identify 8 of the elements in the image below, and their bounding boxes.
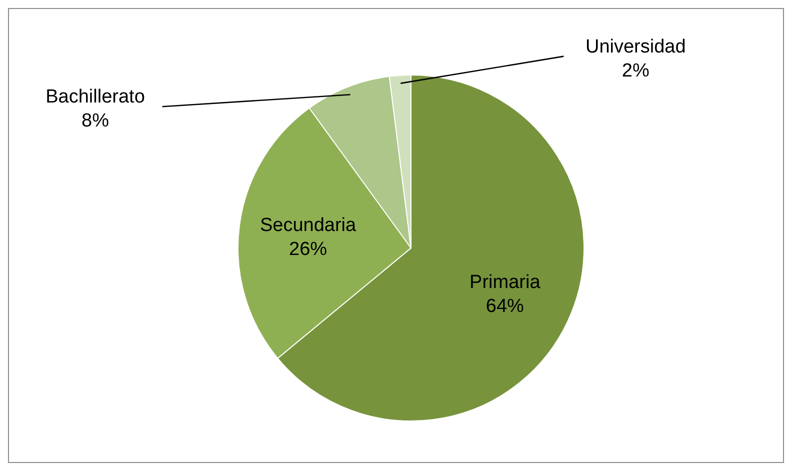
slice-label: Universidad <box>585 36 686 58</box>
slice-label: Primaria <box>470 272 541 294</box>
slice-label: Bachillerato <box>46 86 145 108</box>
data-label: 64% <box>486 296 524 318</box>
slice-label: Secundaria <box>260 214 357 236</box>
data-label: 8% <box>82 110 110 132</box>
data-label: 26% <box>289 238 328 260</box>
data-label: 2% <box>622 60 650 82</box>
